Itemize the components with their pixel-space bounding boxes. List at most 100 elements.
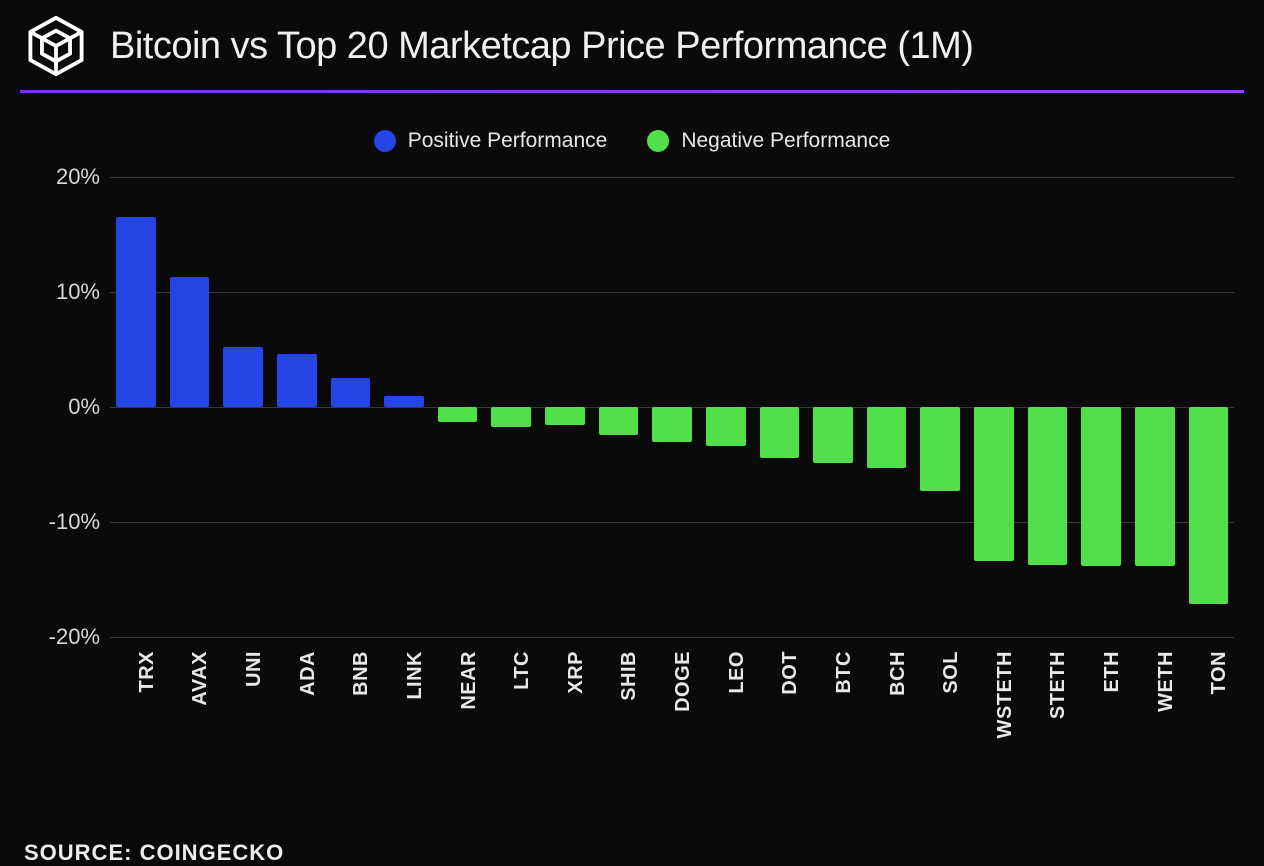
x-label-uni: UNI (243, 651, 266, 687)
bar-ada (277, 354, 317, 407)
bar-slot (972, 177, 1016, 637)
bar-slot (1187, 177, 1231, 637)
x-label-slot: BNB (329, 651, 373, 751)
bars-container (110, 177, 1234, 637)
bar-weth (1135, 407, 1175, 566)
legend-item-negative: Negative Performance (647, 129, 890, 153)
x-label-slot: TON (1187, 651, 1231, 751)
bar-doge (652, 407, 692, 442)
x-label-slot: STETH (1026, 651, 1070, 751)
x-label-slot: WETH (1133, 651, 1177, 751)
source-attribution: SOURCE: COINGECKO (24, 840, 284, 866)
x-label-sol: SOL (940, 651, 963, 694)
y-axis: 20%10%0%-10%-20% (20, 177, 100, 637)
y-tick-label: -20% (20, 624, 100, 650)
x-label-slot: BTC (811, 651, 855, 751)
header: Bitcoin vs Top 20 Marketcap Price Perfor… (0, 0, 1264, 90)
x-label-slot: SHIB (597, 651, 641, 751)
x-label-wsteth: WSTETH (994, 651, 1017, 738)
bar-slot (221, 177, 265, 637)
chart-plot-area: 20%10%0%-10%-20% (110, 177, 1234, 637)
bar-avax (170, 277, 210, 407)
bar-bch (867, 407, 907, 468)
bar-slot (329, 177, 373, 637)
bar-slot (114, 177, 158, 637)
x-label-near: NEAR (458, 651, 481, 710)
source-name: COINGECKO (140, 840, 285, 865)
x-label-btc: BTC (833, 651, 856, 694)
gridline (110, 637, 1234, 638)
bar-slot (1079, 177, 1123, 637)
bar-near (438, 407, 478, 422)
bar-slot (382, 177, 426, 637)
x-label-bnb: BNB (350, 651, 373, 696)
x-label-xrp: XRP (565, 651, 588, 694)
x-label-slot: ADA (275, 651, 319, 751)
legend: Positive Performance Negative Performanc… (0, 93, 1264, 177)
legend-label-negative: Negative Performance (681, 129, 890, 153)
bar-uni (223, 347, 263, 407)
x-label-slot: LEO (704, 651, 748, 751)
bar-ton (1189, 407, 1229, 604)
bar-slot (650, 177, 694, 637)
x-label-slot: NEAR (436, 651, 480, 751)
bar-slot (543, 177, 587, 637)
legend-dot-negative (647, 130, 669, 152)
bar-bnb (331, 378, 371, 407)
x-label-avax: AVAX (189, 651, 212, 706)
source-prefix: SOURCE: (24, 840, 140, 865)
x-label-slot: TRX (114, 651, 158, 751)
bar-slot (275, 177, 319, 637)
legend-dot-positive (374, 130, 396, 152)
x-label-slot: WSTETH (972, 651, 1016, 751)
x-label-doge: DOGE (672, 651, 695, 712)
bar-slot (489, 177, 533, 637)
x-label-leo: LEO (726, 651, 749, 694)
x-label-ton: TON (1208, 651, 1231, 694)
bar-shib (599, 407, 639, 435)
legend-item-positive: Positive Performance (374, 129, 608, 153)
bar-slot (1133, 177, 1177, 637)
x-label-slot: SOL (918, 651, 962, 751)
bar-slot (758, 177, 802, 637)
bar-trx (116, 217, 156, 407)
brand-logo-icon (24, 14, 88, 78)
bar-link (384, 396, 424, 408)
bar-slot (436, 177, 480, 637)
x-label-slot: LTC (489, 651, 533, 751)
bar-slot (918, 177, 962, 637)
y-tick-label: -10% (20, 509, 100, 535)
x-label-slot: DOGE (650, 651, 694, 751)
x-axis: TRX AVAX UNI ADA BNB LINK NEAR LTC XRP SHIB DOGE LE… (110, 637, 1234, 751)
bar-slot (168, 177, 212, 637)
x-label-slot: LINK (382, 651, 426, 751)
bar-slot (811, 177, 855, 637)
x-label-dot: DOT (779, 651, 802, 695)
bar-xrp (545, 407, 585, 425)
x-label-link: LINK (404, 651, 427, 700)
bar-steth (1028, 407, 1068, 565)
x-label-trx: TRX (136, 651, 159, 693)
bar-slot (597, 177, 641, 637)
x-label-bch: BCH (887, 651, 910, 696)
bar-ltc (491, 407, 531, 427)
bar-slot (1026, 177, 1070, 637)
legend-label-positive: Positive Performance (408, 129, 608, 153)
x-label-slot: XRP (543, 651, 587, 751)
bar-slot (865, 177, 909, 637)
x-label-slot: ETH (1079, 651, 1123, 751)
bar-slot (704, 177, 748, 637)
bar-eth (1081, 407, 1121, 566)
x-label-slot: AVAX (168, 651, 212, 751)
bar-btc (813, 407, 853, 463)
x-label-eth: ETH (1101, 651, 1124, 693)
x-label-shib: SHIB (618, 651, 641, 701)
x-label-weth: WETH (1155, 651, 1178, 712)
x-label-ada: ADA (297, 651, 320, 696)
bar-dot (760, 407, 800, 458)
x-label-slot: UNI (221, 651, 265, 751)
y-tick-label: 20% (20, 164, 100, 190)
bar-wsteth (974, 407, 1014, 561)
x-label-ltc: LTC (511, 651, 534, 690)
y-tick-label: 0% (20, 394, 100, 420)
